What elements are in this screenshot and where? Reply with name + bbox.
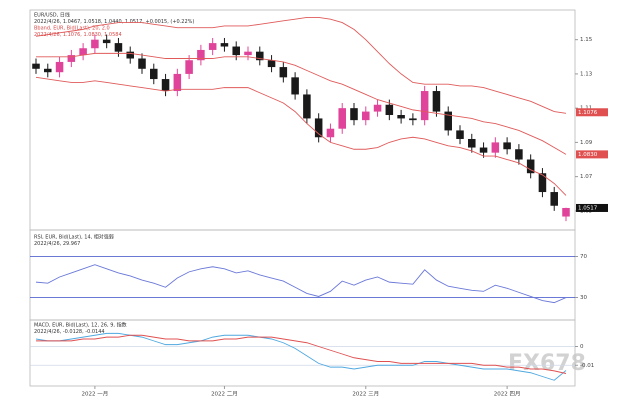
candle-body (279, 67, 288, 78)
candle-body (503, 142, 511, 150)
legend-text: RSI, EUR, Bid(Last), 14, 相对强弱 (34, 234, 114, 241)
candle-body (114, 43, 123, 52)
main-panel (29, 9, 576, 231)
band-line (35, 16, 567, 114)
candle-body (362, 111, 370, 121)
x-tick-label: 2022 二月 (211, 391, 238, 398)
candle-body (232, 46, 240, 56)
candle-body (91, 39, 99, 49)
y-tick-label: 1.15 (580, 37, 593, 43)
y-tick-label: -0.01 (580, 363, 594, 369)
candle-body (197, 49, 205, 61)
candle-body (515, 149, 523, 160)
candle-body (138, 58, 146, 69)
legend-text: EUR/USD, 日线 (34, 12, 70, 19)
candle-body (373, 104, 382, 112)
candle-body (102, 39, 111, 44)
candle-body (338, 108, 346, 129)
rsi-panel (29, 229, 576, 321)
indicator-line (36, 334, 567, 374)
price-tag (576, 203, 608, 212)
candle-body (397, 115, 405, 119)
x-tick-label: 2022 三月 (352, 391, 379, 398)
candle-body (126, 51, 134, 59)
indicator-line (35, 332, 567, 381)
y-tick-label: 1.07 (580, 174, 593, 180)
candle-body (432, 91, 441, 112)
price-tag-label: 1.0830 (578, 152, 598, 158)
legend-text: MACD, EUR, Bid(Last), 12, 26, 9, 指数 (34, 322, 127, 329)
legend-text: 2022/4/26, 1.0467, 1.0518, 1.0440, 1.051… (34, 19, 194, 25)
price-tag (576, 150, 608, 159)
y-tick-label: 1.09 (580, 140, 593, 146)
candle-body (208, 43, 217, 50)
macd-panel (29, 319, 576, 387)
y-tick-label: 70 (580, 254, 587, 260)
candle-body (79, 48, 87, 56)
candle-body (303, 94, 311, 119)
candle-body (326, 128, 335, 138)
candle-body (468, 138, 476, 148)
candle-body (44, 68, 52, 73)
candle-body (350, 108, 358, 121)
candle-body (67, 55, 76, 62)
legend-text: 2022/4/26, -0.0128, -0.0144 (34, 329, 105, 335)
candle-body (244, 51, 252, 56)
price-tag-label: 1.1076 (578, 110, 598, 116)
watermark: FX678 (508, 351, 586, 376)
candle-body (173, 73, 182, 92)
y-tick-label: 0 (580, 344, 584, 350)
candle-body (220, 43, 229, 47)
candle-body (150, 68, 158, 80)
candle-body (491, 142, 500, 153)
candle-body (550, 192, 558, 206)
candle-body (55, 61, 64, 73)
candle-body (456, 130, 464, 139)
candle-body (479, 147, 488, 153)
candle-body (420, 91, 429, 121)
candle-body (256, 51, 264, 61)
band-line (35, 76, 567, 196)
x-tick-label: 2022 四月 (494, 391, 521, 398)
candle-body (291, 77, 299, 95)
band-line (36, 52, 567, 155)
candle-body (409, 118, 417, 121)
candle-body (185, 60, 193, 74)
candle-body (314, 118, 323, 138)
candle-body (385, 104, 394, 116)
candle-body (161, 79, 170, 92)
candle-body (562, 207, 570, 217)
price-tag-label: 1.0517 (578, 205, 598, 211)
y-tick-label: 30 (580, 295, 587, 301)
candle-body (32, 63, 40, 69)
candle-body (267, 60, 276, 68)
candle-body (538, 173, 547, 193)
price-tag (576, 108, 608, 117)
candle-body (444, 111, 452, 131)
legend-text: Bband, EUR, Bid(Last), 20, 2.0 (34, 26, 110, 32)
legend-text: 2022/4/26, 1.1076, 1.0830, 1.0584 (34, 32, 122, 38)
legend-text: 2022/4/26, 29.967 (34, 241, 80, 247)
x-tick-label: 2022 一月 (82, 391, 109, 398)
candle-body (526, 159, 535, 174)
y-tick-label: 1.13 (580, 71, 593, 77)
indicator-line (35, 264, 567, 304)
